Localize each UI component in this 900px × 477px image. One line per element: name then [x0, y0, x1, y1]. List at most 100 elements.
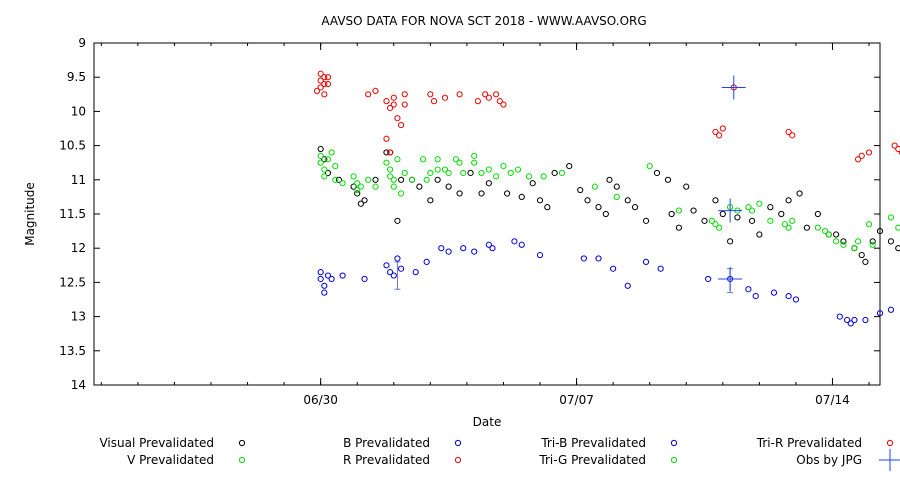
- data-point-visual-prevalidated: [734, 214, 741, 221]
- data-point-b-prevalidated: [445, 248, 452, 255]
- legend-label-obs-by-jpg: Obs by JPG: [796, 453, 862, 467]
- data-point-visual-prevalidated: [324, 169, 332, 177]
- data-point-v-prevalidated: [408, 176, 416, 183]
- data-point-r-prevalidated: [394, 115, 401, 122]
- data-point-v-prevalidated: [745, 204, 752, 211]
- data-point-v-prevalidated: [591, 183, 598, 190]
- data-point-v-prevalidated: [895, 224, 900, 231]
- data-point-v-prevalidated: [854, 238, 862, 245]
- data-point-v-prevalidated: [365, 176, 372, 183]
- data-point-b-prevalidated: [752, 292, 759, 300]
- data-point-r-prevalidated: [891, 142, 898, 149]
- data-point-visual-prevalidated: [577, 186, 584, 194]
- data-point-r-prevalidated: [317, 70, 324, 77]
- data-point-b-prevalidated: [836, 313, 843, 320]
- data-point-r-prevalidated: [321, 74, 328, 81]
- data-point-v-prevalidated: [646, 163, 653, 170]
- data-point-r-prevalidated: [485, 94, 492, 101]
- data-point-b-prevalidated: [536, 251, 544, 259]
- data-point-b-prevalidated: [511, 238, 518, 245]
- data-point-visual-prevalidated: [504, 190, 511, 197]
- data-point-visual-prevalidated: [335, 176, 343, 183]
- y-tick-label: 9: [78, 36, 86, 50]
- data-point-v-prevalidated: [317, 152, 324, 159]
- data-point-v-prevalidated: [383, 159, 390, 166]
- data-point-b-prevalidated: [518, 241, 525, 248]
- data-point-v-prevalidated: [500, 163, 507, 170]
- series-b-prevalidated: [317, 238, 895, 327]
- data-point-visual-prevalidated: [602, 210, 609, 218]
- data-point-visual-prevalidated: [712, 197, 719, 204]
- data-point-r-prevalidated: [865, 149, 873, 156]
- data-point-visual-prevalidated: [803, 224, 810, 231]
- data-point-r-prevalidated: [387, 149, 394, 156]
- legend-symbol-b-prevalidated: [454, 439, 462, 447]
- data-point-b-prevalidated: [843, 316, 851, 324]
- chart-title: AAVSO DATA FOR NOVA SCT 2018 - WWW.AAVSO…: [321, 14, 646, 28]
- data-point-visual-prevalidated: [675, 224, 683, 231]
- data-point-v-prevalidated: [350, 173, 357, 180]
- data-point-b-prevalidated: [328, 275, 335, 283]
- data-point-v-prevalidated: [514, 166, 522, 173]
- data-point-visual-prevalidated: [833, 231, 840, 238]
- data-point-r-prevalidated: [712, 128, 719, 136]
- data-point-v-prevalidated: [781, 221, 789, 228]
- data-point-visual-prevalidated: [778, 210, 785, 218]
- data-point-r-prevalidated: [324, 80, 332, 88]
- data-point-visual-prevalidated: [624, 197, 631, 204]
- data-point-b-prevalidated: [595, 255, 602, 262]
- data-point-visual-prevalidated: [701, 217, 708, 224]
- data-point-b-prevalidated: [489, 245, 496, 252]
- data-point-r-prevalidated: [321, 91, 328, 98]
- data-point-v-prevalidated: [825, 231, 832, 238]
- data-point-r-prevalidated: [493, 91, 500, 98]
- data-point-v-prevalidated: [445, 169, 452, 177]
- data-point-v-prevalidated: [613, 193, 620, 200]
- data-point-b-prevalidated: [485, 241, 492, 248]
- series-obs-by-jpg: [718, 75, 746, 291]
- data-point-obs-by-jpg: [718, 266, 743, 291]
- data-point-b-prevalidated: [423, 258, 430, 265]
- data-point-r-prevalidated: [789, 132, 796, 139]
- data-point-r-prevalidated: [317, 84, 324, 91]
- data-point-visual-prevalidated: [350, 183, 357, 190]
- data-point-v-prevalidated: [540, 173, 547, 180]
- data-point-visual-prevalidated: [814, 210, 821, 218]
- data-point-r-prevalidated: [719, 125, 726, 132]
- data-point-visual-prevalidated: [876, 228, 884, 235]
- data-point-v-prevalidated: [357, 183, 364, 190]
- data-point-b-prevalidated: [745, 286, 752, 293]
- data-point-v-prevalidated: [471, 159, 478, 166]
- data-point-r-prevalidated: [401, 91, 408, 98]
- y-tick-label: 10: [71, 104, 86, 118]
- data-point-b-prevalidated: [862, 316, 869, 324]
- data-point-b-prevalidated: [397, 265, 405, 272]
- data-point-visual-prevalidated: [397, 176, 405, 183]
- data-point-v-prevalidated: [493, 173, 500, 180]
- data-point-v-prevalidated: [525, 173, 533, 180]
- series-v-prevalidated: [317, 149, 900, 252]
- data-point-v-prevalidated: [354, 180, 361, 187]
- data-point-visual-prevalidated: [566, 163, 573, 170]
- data-point-b-prevalidated: [851, 316, 858, 324]
- data-point-obs-by-jpg: [721, 75, 746, 100]
- data-point-v-prevalidated: [324, 156, 332, 163]
- legend-label-r-prevalidated: R Prevalidated: [343, 453, 430, 467]
- data-point-v-prevalidated: [372, 183, 379, 190]
- data-point-r-prevalidated: [430, 98, 438, 105]
- data-point-v-prevalidated: [814, 224, 821, 231]
- legend-symbol-tri-r-prevalidated: [886, 439, 894, 447]
- y-tick-label: 11: [71, 173, 86, 187]
- data-point-visual-prevalidated: [416, 183, 423, 190]
- data-point-v-prevalidated: [332, 163, 339, 170]
- data-point-v-prevalidated: [401, 169, 408, 177]
- data-point-b-prevalidated: [705, 275, 712, 283]
- data-point-b-prevalidated: [624, 282, 631, 289]
- data-point-v-prevalidated: [887, 214, 895, 221]
- data-point-visual-prevalidated: [478, 190, 485, 197]
- series-visual-prevalidated: [317, 145, 900, 265]
- data-point-visual-prevalidated: [887, 238, 895, 245]
- data-point-v-prevalidated: [748, 207, 756, 214]
